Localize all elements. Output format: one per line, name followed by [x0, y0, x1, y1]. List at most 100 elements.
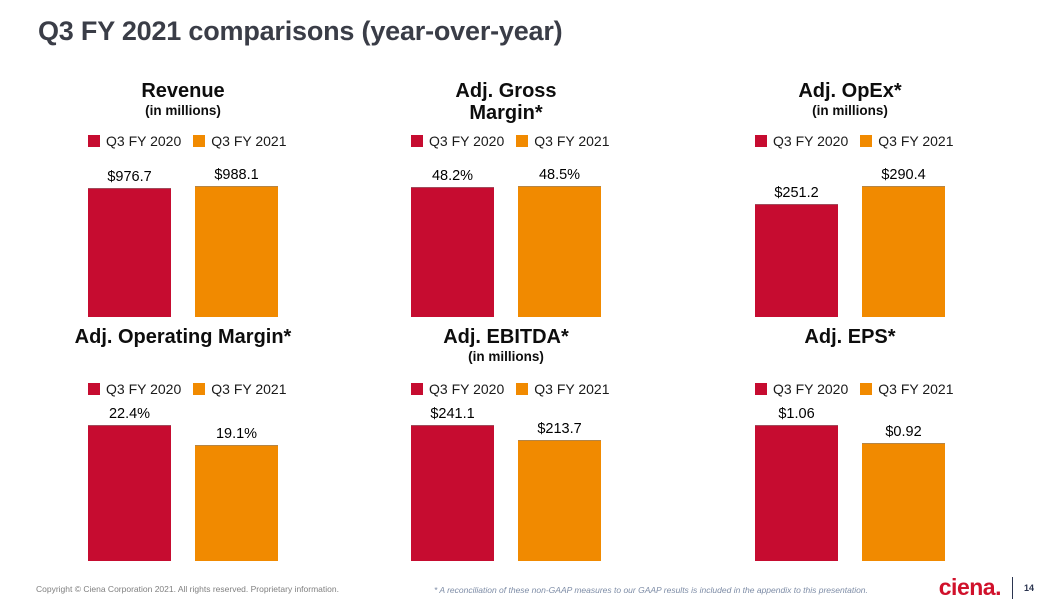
legend-swatch-q3fy2020: [411, 383, 423, 395]
plot-area: $976.7 $988.1: [88, 153, 278, 317]
value-label: $0.92: [885, 424, 922, 440]
legend-label: Q3 FY 2020: [773, 381, 849, 397]
chart-title: Adj. OpEx*: [730, 80, 970, 102]
bar-q3fy2020: [411, 187, 494, 317]
chart-title-area: Revenue (in millions): [63, 80, 303, 133]
legend-label: Q3 FY 2020: [773, 133, 849, 149]
value-label: 19.1%: [215, 426, 258, 442]
chart-title: Adj. EPS*: [730, 326, 970, 348]
legend-item-q3fy2020: Q3 FY 2020: [88, 381, 181, 397]
chart-subtitle: (in millions): [145, 103, 221, 119]
bar-group-q3fy2021: $290.4: [862, 167, 945, 317]
legend-swatch-q3fy2021: [193, 383, 206, 395]
bar-group-q3fy2020: $251.2: [755, 185, 838, 317]
legend-item-q3fy2021: Q3 FY 2021: [516, 381, 610, 397]
bar-q3fy2020: [88, 425, 171, 561]
plot-area: $1.06 $0.92: [755, 401, 945, 561]
bar-group-q3fy2020: $1.06: [755, 406, 838, 561]
legend-swatch-q3fy2021: [516, 383, 529, 395]
value-label: $213.7: [537, 421, 582, 437]
legend-item-q3fy2020: Q3 FY 2020: [755, 133, 848, 149]
legend-item-q3fy2020: Q3 FY 2020: [88, 133, 181, 149]
bar-chart: Adj. EBITDA* (in millions) Q3 FY 2020 Q3…: [386, 326, 626, 561]
bar-chart: Revenue (in millions) Q3 FY 2020 Q3 FY 2…: [63, 80, 303, 317]
bar-q3fy2020: [88, 188, 171, 317]
legend-label: Q3 FY 2020: [106, 381, 182, 397]
chart-title-area: Adj. EPS*: [730, 326, 970, 381]
legend-label: Q3 FY 2021: [534, 133, 610, 149]
value-label: $1.06: [778, 406, 815, 422]
bar-q3fy2020: [755, 204, 838, 317]
chart-subtitle: [63, 349, 303, 350]
ciena-logo: ciena.: [938, 574, 1002, 600]
bar-q3fy2021: [518, 440, 601, 561]
plot-area: 22.4% 19.1%: [88, 401, 278, 561]
value-label: $976.7: [107, 169, 152, 185]
bar-q3fy2020: [755, 425, 838, 561]
bar-group-q3fy2020: $241.1: [411, 406, 494, 561]
page-number: 14: [1023, 582, 1034, 593]
chart-title-line: Adj. EPS*: [804, 326, 896, 348]
chart-title-line: Adj. OpEx*: [798, 80, 902, 102]
legend-item-q3fy2021: Q3 FY 2021: [860, 381, 954, 397]
chart-subtitle: [730, 349, 970, 350]
legend-item-q3fy2021: Q3 FY 2021: [860, 133, 954, 149]
bar-chart: Adj. Operating Margin* Q3 FY 2020 Q3 FY …: [63, 326, 303, 561]
chart-subtitle: [386, 126, 626, 127]
chart-legend: Q3 FY 2020 Q3 FY 2021: [411, 381, 626, 397]
bar-q3fy2021: [862, 186, 945, 317]
chart-title-line: Revenue: [141, 80, 225, 102]
chart-legend: Q3 FY 2020 Q3 FY 2021: [755, 381, 970, 397]
bar-group-q3fy2021: $988.1: [195, 167, 278, 317]
bar-q3fy2021: [195, 445, 278, 561]
copyright-text: Copyright © Ciena Corporation 2021. All …: [36, 584, 339, 594]
plot-area: $251.2 $290.4: [755, 153, 945, 317]
bar-q3fy2020: [411, 425, 494, 561]
legend-swatch-q3fy2020: [755, 383, 767, 395]
legend-item-q3fy2020: Q3 FY 2020: [411, 381, 504, 397]
bar-group-q3fy2020: 22.4%: [88, 406, 171, 561]
chart-subtitle: (in millions): [468, 349, 544, 365]
legend-label: Q3 FY 2021: [878, 133, 954, 149]
chart-subtitle: (in millions): [812, 103, 888, 119]
chart-title: Adj. Operating Margin*: [63, 326, 303, 348]
value-label: $251.2: [774, 185, 819, 201]
value-label: 48.2%: [431, 168, 474, 184]
chart-title: Adj. EBITDA*: [386, 326, 626, 348]
legend-swatch-q3fy2021: [193, 135, 206, 147]
bar-chart: Adj. Gross Margin* Q3 FY 2020 Q3 FY 2021 …: [386, 80, 626, 317]
legend-item-q3fy2021: Q3 FY 2021: [193, 133, 287, 149]
value-label: $988.1: [214, 167, 259, 183]
bar-group-q3fy2021: 48.5%: [518, 167, 601, 317]
bar-group-q3fy2021: $0.92: [862, 424, 945, 561]
legend-label: Q3 FY 2021: [211, 133, 287, 149]
value-label: 22.4%: [108, 406, 151, 422]
bar-q3fy2021: [862, 443, 945, 561]
bar-chart: Adj. EPS* Q3 FY 2020 Q3 FY 2021 $1.06 $0…: [730, 326, 970, 561]
chart-legend: Q3 FY 2020 Q3 FY 2021: [88, 133, 303, 149]
chart-title-line: Margin*: [469, 102, 543, 125]
page-title: Q3 FY 2021 comparisons (year-over-year): [38, 16, 563, 46]
bar-q3fy2021: [195, 186, 278, 317]
non-gaap-footnote: * A reconciliation of these non-GAAP mea…: [434, 585, 868, 595]
bar-chart: Adj. OpEx* (in millions) Q3 FY 2020 Q3 F…: [730, 80, 970, 317]
chart-title-line: Adj. Gross: [455, 80, 557, 102]
chart-title-line: Adj. EBITDA*: [443, 326, 569, 348]
legend-swatch-q3fy2021: [860, 383, 873, 395]
value-label: $241.1: [430, 406, 475, 422]
bar-group-q3fy2020: 48.2%: [411, 168, 494, 317]
bar-group-q3fy2020: $976.7: [88, 169, 171, 317]
legend-label: Q3 FY 2020: [429, 133, 505, 149]
bar-q3fy2021: [518, 186, 601, 317]
value-label: $290.4: [881, 167, 926, 183]
legend-label: Q3 FY 2021: [878, 381, 954, 397]
chart-title-area: Adj. OpEx* (in millions): [730, 80, 970, 133]
legend-swatch-q3fy2021: [860, 135, 873, 147]
chart-legend: Q3 FY 2020 Q3 FY 2021: [88, 381, 303, 397]
chart-legend: Q3 FY 2020 Q3 FY 2021: [755, 133, 970, 149]
chart-title-line: Adj. Operating Margin*: [74, 326, 292, 348]
legend-item-q3fy2020: Q3 FY 2020: [411, 133, 504, 149]
legend-label: Q3 FY 2020: [106, 133, 182, 149]
legend-item-q3fy2020: Q3 FY 2020: [755, 381, 848, 397]
